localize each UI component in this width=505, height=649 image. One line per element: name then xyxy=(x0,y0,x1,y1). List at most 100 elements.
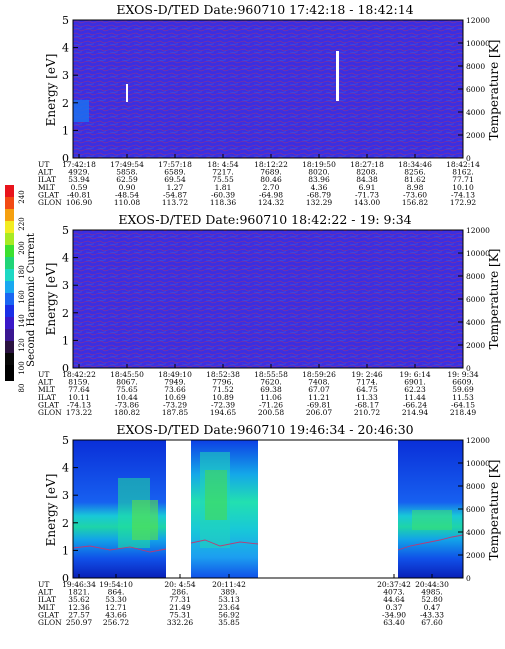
table-cell: 20:44:30 xyxy=(415,580,449,589)
y-tick-label-right: 0 xyxy=(466,154,471,163)
table-cell: 124.32 xyxy=(258,198,284,207)
table-cell: 73.66 xyxy=(164,385,186,394)
y-tick-label-left: 5 xyxy=(62,224,69,237)
table-cell: 8208. xyxy=(356,168,377,177)
colorbar-segment xyxy=(5,317,14,329)
y-tick-label-right: 4000 xyxy=(466,528,485,537)
table-cell: 11.44 xyxy=(404,393,426,402)
colorbar-segment xyxy=(5,281,14,293)
y-tick-label-left: 1 xyxy=(62,124,69,137)
table-cell: 62.59 xyxy=(116,175,138,184)
table-cell: 56.92 xyxy=(218,610,240,619)
table-cell: -68.79 xyxy=(307,190,331,199)
row-label: GLAT xyxy=(38,190,59,199)
generated-axes-and-tables: 012345020004000600080001000012000UTALTIL… xyxy=(37,14,490,627)
table-cell: 18:42:14 xyxy=(446,160,480,169)
colorbar-segment xyxy=(5,257,14,269)
y-tick-label-left: 5 xyxy=(62,14,69,27)
y-tick-label-left: 1 xyxy=(62,334,69,347)
table-cell: 18:34:46 xyxy=(398,160,432,169)
y-tick-label-left: 2 xyxy=(62,97,69,110)
table-cell: 173.22 xyxy=(66,408,92,417)
panel-3: EXOS-D/TED Date:960710 19:46:34 - 20:46:… xyxy=(44,422,501,579)
colorbar-segment xyxy=(5,233,14,245)
row-label: MLT xyxy=(38,385,55,394)
table-cell: 4929. xyxy=(68,168,89,177)
y-tick-label-left: 4 xyxy=(62,462,69,475)
table-cell: 132.29 xyxy=(306,198,332,207)
table-cell: 7408. xyxy=(308,378,329,387)
y-tick-label-left: 0 xyxy=(62,572,69,585)
table-cell: 52.80 xyxy=(421,595,443,604)
colorbar-segment xyxy=(5,245,14,257)
table-cell: 20: 4:54 xyxy=(164,580,196,589)
table-cell: 0.37 xyxy=(386,603,403,612)
table-cell: 0.59 xyxy=(71,183,88,192)
table-cell: 7620. xyxy=(260,378,281,387)
table-cell: 4985. xyxy=(421,588,442,597)
colorbar-tick-label: 160 xyxy=(18,290,26,303)
table-cell: 206.07 xyxy=(306,408,332,417)
colorbar-segment xyxy=(5,185,14,197)
colorbar-segment xyxy=(5,293,14,305)
row-label: GLON xyxy=(38,198,62,207)
panel-3-temperature-trace xyxy=(190,539,259,547)
table-cell: 1.27 xyxy=(167,183,184,192)
table-cell: 80.46 xyxy=(260,175,282,184)
y-tick-label-right: 0 xyxy=(466,574,471,583)
y-tick-label-right: 6000 xyxy=(466,505,485,514)
y-tick-label-right: 6000 xyxy=(466,295,485,304)
table-cell: -73.29 xyxy=(163,400,187,409)
table-cell: -43.33 xyxy=(420,610,444,619)
y-tick-label-right: 8000 xyxy=(466,62,485,71)
row-label: GLAT xyxy=(38,610,59,619)
table-cell: 194.65 xyxy=(210,408,236,417)
table-cell: 187.85 xyxy=(162,408,188,417)
y-tick-label-right: 4000 xyxy=(466,318,485,327)
table-cell: 250.97 xyxy=(66,618,92,627)
y-tick-label-left: 1 xyxy=(62,544,69,557)
table-cell: 62.23 xyxy=(404,385,426,394)
table-cell: -74.13 xyxy=(67,400,91,409)
y-tick-label-right: 10000 xyxy=(466,459,490,468)
table-cell: 210.72 xyxy=(354,408,380,417)
y-tick-label-right: 0 xyxy=(466,364,471,373)
table-cell: 8256. xyxy=(404,168,425,177)
table-cell: 69.54 xyxy=(164,175,186,184)
table-cell: 106.90 xyxy=(66,198,92,207)
table-cell: 0.90 xyxy=(119,183,136,192)
table-cell: 77.31 xyxy=(169,595,190,604)
table-cell: -54.87 xyxy=(163,190,187,199)
colorbar-label: Second Harmonic Current xyxy=(26,233,37,367)
table-cell: 23.64 xyxy=(218,603,240,612)
colorbar: 240 220 200 180 160 140 120 100 80 Secon… xyxy=(5,185,37,392)
table-cell: 18:12:22 xyxy=(254,160,288,169)
table-cell: -34.90 xyxy=(382,610,406,619)
table-cell: 84.38 xyxy=(356,175,378,184)
table-cell: 156.82 xyxy=(402,198,428,207)
colorbar-segment xyxy=(5,341,14,353)
row-label: UT xyxy=(38,370,49,379)
table-cell: 6609. xyxy=(452,378,473,387)
table-cell: 27.57 xyxy=(68,610,90,619)
table-cell: 10.69 xyxy=(164,393,186,402)
table-cell: -73.60 xyxy=(403,190,427,199)
panel-2-ylabel-left: Energy [eV] xyxy=(44,263,58,336)
table-cell: 18: 4:54 xyxy=(207,160,239,169)
panel-1-ylabel-right: Temperature [K] xyxy=(487,40,501,141)
table-cell: 67.60 xyxy=(421,618,443,627)
table-cell: 110.08 xyxy=(114,198,140,207)
table-cell: 12.71 xyxy=(105,603,126,612)
table-cell: 77.71 xyxy=(452,175,473,184)
table-cell: 21.49 xyxy=(169,603,191,612)
y-tick-label-right: 10000 xyxy=(466,39,490,48)
table-cell: 7689. xyxy=(260,168,281,177)
panel-2-ylabel-right: Temperature [K] xyxy=(487,249,501,350)
table-cell: -64.15 xyxy=(451,400,475,409)
panel-1-title: EXOS-D/TED Date:960710 17:42:18 - 18:42:… xyxy=(116,2,413,17)
table-cell: 7949. xyxy=(164,378,185,387)
table-cell: 172.92 xyxy=(450,198,476,207)
colorbar-segment xyxy=(5,197,14,209)
colorbar-tick-label: 100 xyxy=(18,361,26,374)
